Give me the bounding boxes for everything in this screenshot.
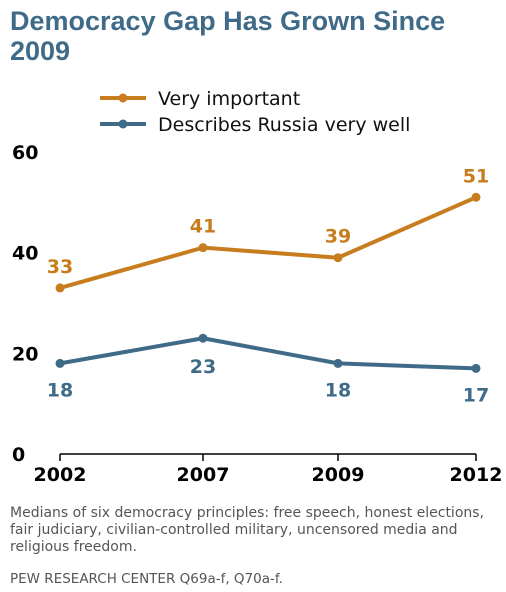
series-line-0 — [58, 195, 478, 290]
data-label: 17 — [463, 384, 489, 406]
data-point — [471, 192, 481, 202]
legend-label-0: Very important — [158, 88, 300, 110]
legend-label-1: Describes Russia very well — [158, 114, 410, 136]
y-tick-label: 0 — [12, 444, 25, 466]
chart-title: Democracy Gap Has Grown Since 2009 — [10, 6, 446, 66]
x-tick-label: 2012 — [450, 464, 503, 486]
data-point — [198, 333, 208, 343]
data-point — [471, 363, 481, 373]
data-label: 23 — [190, 356, 216, 378]
data-point — [333, 358, 343, 368]
x-tick-label: 2002 — [34, 464, 87, 486]
legend-marker-1 — [118, 119, 128, 129]
line-chart: Very important Describes Russia very well… — [12, 88, 503, 486]
y-tick-label: 20 — [12, 343, 38, 365]
series-line-1 — [58, 336, 478, 371]
y-tick-label: 60 — [12, 142, 38, 164]
y-tick-label: 40 — [12, 243, 38, 265]
data-label: 18 — [47, 379, 73, 401]
chart-note: Medians of six democracy principles: fre… — [10, 505, 485, 555]
data-label: 33 — [47, 256, 73, 278]
data-point — [55, 283, 65, 293]
x-tick-label: 2009 — [312, 464, 365, 486]
data-label: 51 — [463, 165, 489, 187]
data-point — [333, 253, 343, 263]
x-tick-label: 2007 — [177, 464, 230, 486]
data-label: 41 — [190, 216, 216, 238]
source-credit: PEW RESEARCH CENTER Q69a-f, Q70a-f. — [10, 571, 283, 587]
data-label: 18 — [325, 379, 351, 401]
data-point — [55, 358, 65, 368]
data-point — [198, 243, 208, 253]
legend-marker-0 — [118, 93, 128, 103]
data-label: 39 — [325, 226, 351, 248]
